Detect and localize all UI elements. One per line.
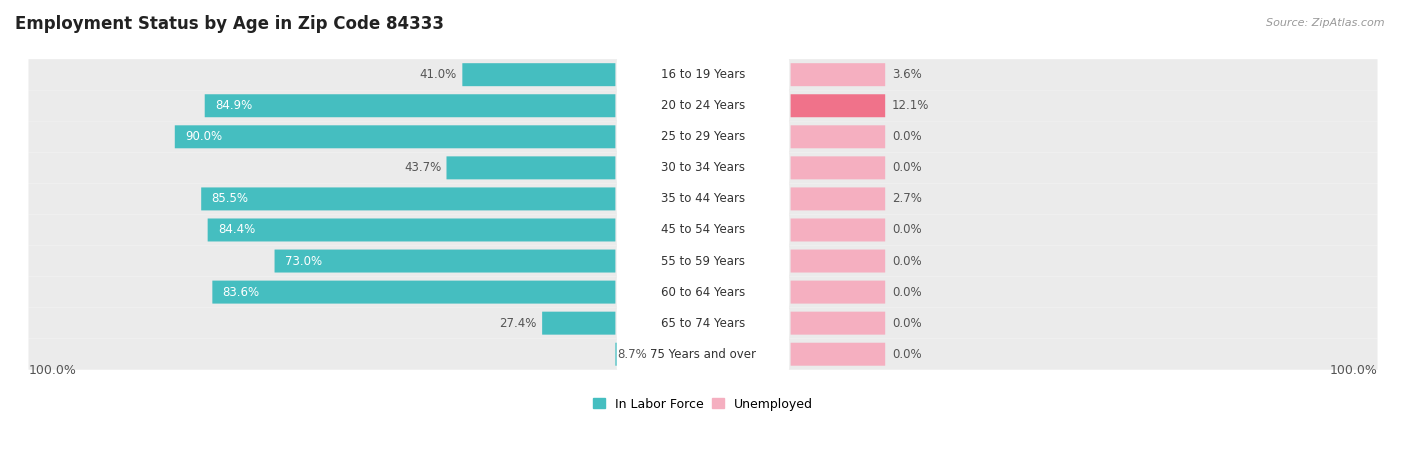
FancyBboxPatch shape	[28, 276, 1378, 308]
FancyBboxPatch shape	[28, 90, 1378, 121]
FancyBboxPatch shape	[212, 281, 616, 304]
Text: 16 to 19 Years: 16 to 19 Years	[661, 68, 745, 81]
FancyBboxPatch shape	[28, 245, 1378, 276]
Text: 43.7%: 43.7%	[404, 161, 441, 175]
Text: 25 to 29 Years: 25 to 29 Years	[661, 130, 745, 143]
FancyBboxPatch shape	[208, 218, 616, 241]
Text: Source: ZipAtlas.com: Source: ZipAtlas.com	[1267, 18, 1385, 28]
FancyBboxPatch shape	[274, 249, 616, 272]
Text: 84.4%: 84.4%	[218, 224, 254, 236]
Text: 0.0%: 0.0%	[891, 130, 921, 143]
FancyBboxPatch shape	[205, 94, 616, 117]
Text: 60 to 64 Years: 60 to 64 Years	[661, 285, 745, 299]
FancyBboxPatch shape	[617, 242, 789, 280]
FancyBboxPatch shape	[790, 156, 886, 179]
Text: 65 to 74 Years: 65 to 74 Years	[661, 317, 745, 330]
FancyBboxPatch shape	[28, 152, 1378, 184]
FancyBboxPatch shape	[617, 211, 789, 249]
Text: 2.7%: 2.7%	[891, 193, 922, 205]
Text: 41.0%: 41.0%	[420, 68, 457, 81]
FancyBboxPatch shape	[617, 273, 789, 311]
Text: Employment Status by Age in Zip Code 84333: Employment Status by Age in Zip Code 843…	[15, 15, 444, 33]
Text: 20 to 24 Years: 20 to 24 Years	[661, 99, 745, 112]
FancyBboxPatch shape	[790, 125, 886, 148]
Text: 45 to 54 Years: 45 to 54 Years	[661, 224, 745, 236]
FancyBboxPatch shape	[790, 343, 886, 366]
FancyBboxPatch shape	[790, 281, 886, 304]
FancyBboxPatch shape	[790, 249, 886, 272]
Text: 0.0%: 0.0%	[891, 285, 921, 299]
Text: 35 to 44 Years: 35 to 44 Years	[661, 193, 745, 205]
FancyBboxPatch shape	[174, 125, 616, 148]
Text: 75 Years and over: 75 Years and over	[650, 348, 756, 361]
Text: 55 to 59 Years: 55 to 59 Years	[661, 254, 745, 267]
Text: 0.0%: 0.0%	[891, 224, 921, 236]
FancyBboxPatch shape	[28, 121, 1378, 152]
FancyBboxPatch shape	[617, 304, 789, 342]
FancyBboxPatch shape	[617, 148, 789, 187]
FancyBboxPatch shape	[201, 188, 616, 211]
Text: 100.0%: 100.0%	[28, 364, 76, 377]
Text: 3.6%: 3.6%	[891, 68, 921, 81]
Text: 0.0%: 0.0%	[891, 254, 921, 267]
Text: 0.0%: 0.0%	[891, 161, 921, 175]
Text: 100.0%: 100.0%	[1330, 364, 1378, 377]
Text: 8.7%: 8.7%	[617, 348, 647, 361]
Text: 84.9%: 84.9%	[215, 99, 252, 112]
FancyBboxPatch shape	[28, 339, 1378, 370]
Text: 0.0%: 0.0%	[891, 317, 921, 330]
Text: 90.0%: 90.0%	[186, 130, 222, 143]
FancyBboxPatch shape	[790, 218, 886, 241]
FancyBboxPatch shape	[28, 308, 1378, 339]
FancyBboxPatch shape	[790, 63, 886, 86]
FancyBboxPatch shape	[447, 156, 616, 179]
FancyBboxPatch shape	[617, 87, 789, 125]
Text: 30 to 34 Years: 30 to 34 Years	[661, 161, 745, 175]
FancyBboxPatch shape	[617, 118, 789, 156]
Text: 73.0%: 73.0%	[285, 254, 322, 267]
FancyBboxPatch shape	[463, 63, 616, 86]
Legend: In Labor Force, Unemployed: In Labor Force, Unemployed	[588, 393, 818, 416]
FancyBboxPatch shape	[617, 55, 789, 94]
FancyBboxPatch shape	[790, 94, 886, 117]
FancyBboxPatch shape	[28, 59, 1378, 90]
FancyBboxPatch shape	[28, 184, 1378, 214]
Text: 0.0%: 0.0%	[891, 348, 921, 361]
FancyBboxPatch shape	[790, 312, 886, 335]
Text: 12.1%: 12.1%	[891, 99, 929, 112]
Text: 83.6%: 83.6%	[222, 285, 260, 299]
FancyBboxPatch shape	[617, 335, 789, 373]
FancyBboxPatch shape	[617, 179, 789, 218]
Text: 85.5%: 85.5%	[211, 193, 249, 205]
Text: 27.4%: 27.4%	[499, 317, 537, 330]
FancyBboxPatch shape	[543, 312, 616, 335]
FancyBboxPatch shape	[616, 343, 652, 366]
FancyBboxPatch shape	[28, 214, 1378, 245]
FancyBboxPatch shape	[790, 188, 886, 211]
